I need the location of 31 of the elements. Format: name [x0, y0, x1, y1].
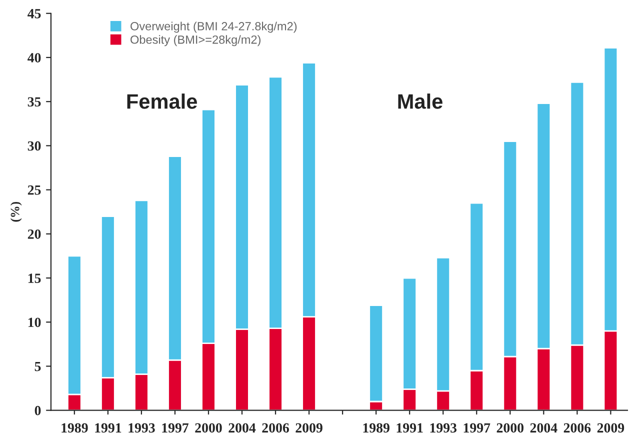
x-tick-label: 1997 [464, 423, 490, 433]
x-tick-label: 2004 [228, 423, 256, 433]
y-tick-label: 40 [28, 53, 41, 62]
legend-label: Overweight (BMI 24-27.8kg/m2) [130, 22, 297, 33]
x-tick-label: 2004 [530, 423, 558, 433]
x-tick-label: 2009 [296, 423, 322, 433]
x-tick-label: 1997 [162, 423, 189, 433]
x-tick-label: 1991 [396, 423, 423, 433]
y-tick-label: 30 [28, 141, 41, 151]
x-tick-label: 2006 [564, 423, 591, 433]
y-tick-label: 35 [28, 97, 41, 107]
y-tick-label: 5 [34, 362, 41, 372]
y-tick-label: 25 [28, 185, 41, 195]
x-tick-label: 2000 [195, 423, 222, 433]
x-tick-label: 1991 [95, 423, 122, 433]
y-tick-label: 20 [28, 229, 41, 239]
legend-label: Obesity (BMI>=28kg/m2) [130, 35, 260, 46]
annotation: Male [398, 94, 442, 109]
y-tick-label: 10 [28, 318, 41, 328]
x-tick-label: 1989 [62, 423, 88, 433]
x-tick-label: 2009 [597, 423, 624, 433]
x-tick-label: 1993 [430, 423, 457, 433]
x-tick-label: 2000 [496, 423, 524, 433]
annotation: Female [127, 94, 197, 109]
y-tick-label: 15 [28, 274, 41, 283]
x-tick-label: 2006 [262, 423, 290, 433]
x-tick-label: 1993 [128, 423, 155, 433]
y-tick-label: 45 [28, 9, 41, 18]
y-axis-title: (%) [10, 202, 22, 222]
y-tick-label: 0 [34, 406, 41, 416]
x-tick-label: 1989 [363, 423, 390, 433]
